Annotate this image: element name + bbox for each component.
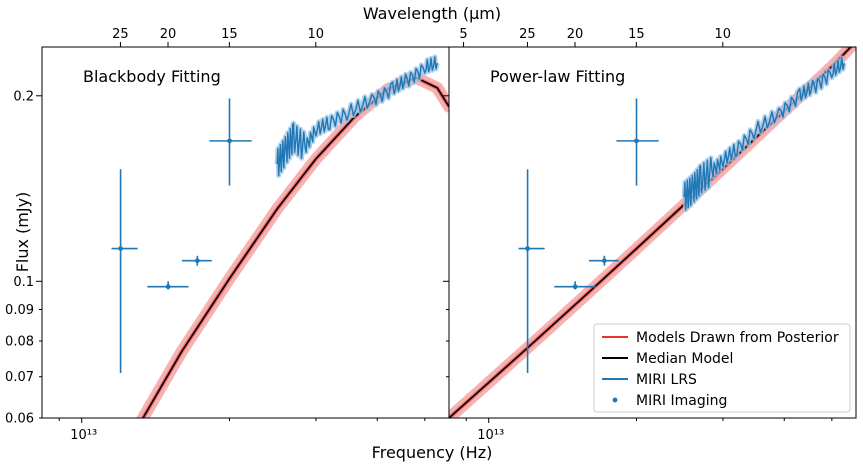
legend-item: Models Drawn from Posterior — [602, 330, 839, 346]
imaging-marker — [634, 138, 639, 144]
legend-swatch — [612, 397, 618, 403]
y-axis-label: Flux (mJy) — [13, 192, 32, 273]
top-tick-label: 10 — [715, 27, 732, 42]
y-tick-label: 0.2 — [13, 89, 34, 104]
y-tick-label: 0.08 — [5, 335, 34, 350]
legend-item: MIRI Imaging — [612, 393, 727, 409]
miri-imaging-point — [616, 98, 659, 186]
imaging-marker — [165, 284, 171, 290]
top-tick-label: 15 — [628, 27, 645, 42]
median-model-line — [142, 76, 449, 418]
imaging-marker — [525, 246, 530, 251]
legend-label: Models Drawn from Posterior — [636, 330, 839, 346]
axes-frame — [41, 46, 450, 419]
legend-label: MIRI LRS — [636, 372, 697, 388]
miri-imaging-point — [518, 169, 545, 373]
y-tick-label: 0.09 — [5, 303, 34, 318]
imaging-marker — [227, 138, 232, 144]
legend-label: Median Model — [636, 351, 733, 367]
legend-item: MIRI LRS — [602, 372, 697, 388]
top-tick-label: 15 — [221, 27, 238, 42]
imaging-marker — [601, 258, 607, 264]
top-axis-label: Wavelength (μm) — [363, 4, 501, 23]
plot-area — [111, 54, 449, 418]
miri-imaging-point — [588, 255, 619, 266]
imaging-marker — [118, 246, 123, 251]
legend: Models Drawn from Posterior Median Model M… — [593, 323, 851, 413]
panel-blackbody: 10¹³ 25 20 15 10 5 0.06 0.07 0.08 0.09 0.1 0.2 Black… — [5, 27, 468, 443]
x-tick-label: 10¹³ — [477, 428, 504, 443]
miri-lrs-spectrum — [276, 56, 438, 177]
legend-label: MIRI Imaging — [636, 393, 727, 409]
plot-area — [449, 47, 856, 418]
y-tick-label: 0.1 — [13, 275, 34, 290]
y-tick-label: 0.06 — [5, 412, 34, 427]
panel-power-law: 10¹³ 25 20 15 10 5 Power-law Fitting Models Dra… — [443, 27, 857, 443]
imaging-marker — [194, 258, 200, 264]
miri-imaging-point — [147, 281, 189, 290]
legend-box — [593, 323, 851, 413]
top-tick-label: 25 — [112, 27, 129, 42]
axes-frame — [448, 46, 857, 419]
x-axis-label: Frequency (Hz) — [372, 443, 493, 462]
top-tick-label: 25 — [519, 27, 536, 42]
top-tick-label: 20 — [567, 27, 584, 42]
panel-title: Blackbody Fitting — [83, 67, 221, 86]
x-tick-label: 10¹³ — [70, 428, 97, 443]
miri-imaging-point — [111, 169, 138, 373]
legend-item: Median Model — [602, 351, 733, 367]
panel-title: Power-law Fitting — [490, 67, 625, 86]
y-tick-label: 0.07 — [5, 370, 34, 385]
miri-imaging-point — [554, 281, 596, 290]
miri-lrs-spectrum — [683, 57, 845, 211]
miri-imaging-point — [209, 98, 252, 186]
top-tick-label: 20 — [160, 27, 177, 42]
miri-imaging-point — [181, 255, 212, 266]
imaging-marker — [572, 284, 578, 290]
top-tick-label: 5 — [459, 27, 467, 42]
top-tick-label: 10 — [308, 27, 325, 42]
